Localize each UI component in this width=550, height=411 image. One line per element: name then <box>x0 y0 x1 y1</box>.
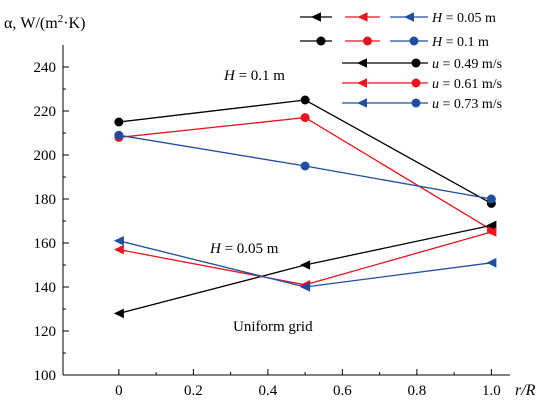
data-point <box>114 117 124 127</box>
legend-marker <box>409 36 419 46</box>
data-point <box>300 282 311 292</box>
legend-label-value: = 0.49 m/s <box>439 57 502 72</box>
y-tick-label: 220 <box>34 104 57 120</box>
x-axis-title: r/R <box>515 382 536 399</box>
data-point <box>113 308 124 319</box>
data-point <box>113 244 124 255</box>
y-tick-label: 240 <box>34 60 57 76</box>
data-point <box>486 258 497 268</box>
series-line <box>118 224 492 315</box>
data-point <box>114 130 124 140</box>
y-axis-title-text: α, W/(m <box>4 15 58 32</box>
y-tick-label: 180 <box>34 192 57 208</box>
legend-marker <box>404 12 414 22</box>
y-axis-title: α, W/(m2·K) <box>4 13 85 32</box>
data-point <box>486 194 496 204</box>
legend-label-value: = 0.61 m/s <box>439 77 502 92</box>
x-tick-label: 0.8 <box>408 383 427 399</box>
series-2 <box>114 130 496 204</box>
annotation-h005-value: = 0.05 m <box>221 241 279 257</box>
y-axis-title-sup: 2 <box>58 13 64 25</box>
data-point <box>300 95 310 105</box>
legend-marker <box>311 12 321 22</box>
legend-label-var: H <box>431 11 443 26</box>
y-tick-label: 100 <box>34 368 57 384</box>
legend-label: u = 0.49 m/s <box>432 57 502 72</box>
series-line <box>118 231 492 286</box>
data-point <box>300 113 310 123</box>
legend-label-var: u <box>432 77 439 92</box>
y-tick-label: 120 <box>34 324 57 340</box>
legend-entry: u = 0.61 m/s <box>342 77 502 92</box>
legend-label-var: H <box>431 35 443 50</box>
legend-label-value: = 0.05 m <box>442 11 496 26</box>
data-point <box>300 161 310 171</box>
data-point <box>113 236 124 246</box>
legend-label-var: u <box>432 57 439 72</box>
legend-entry: u = 0.49 m/s <box>342 57 502 72</box>
series-3 <box>113 220 497 319</box>
legend-label-var: u <box>432 97 439 112</box>
y-tick-label: 160 <box>34 236 57 252</box>
legend-marker <box>363 36 372 46</box>
legend-marker <box>411 78 421 88</box>
legend-marker <box>357 58 367 68</box>
series-0 <box>114 95 496 208</box>
annotation-h01-value: = 0.1 m <box>235 68 285 84</box>
legend: H = 0.05 mH = 0.1 mu = 0.49 m/su = 0.61 … <box>300 11 502 112</box>
series-line <box>118 116 492 231</box>
legend-marker <box>357 12 368 22</box>
legend-entry: u = 0.73 m/s <box>342 97 502 112</box>
annotation-h005: H = 0.05 m <box>209 241 279 257</box>
x-tick-label: 0.2 <box>184 383 203 399</box>
legend-label: H = 0.05 m <box>431 11 496 26</box>
legend-entry: H = 0.05 m <box>300 11 496 26</box>
x-tick-label: 0.4 <box>259 383 278 399</box>
legend-label: H = 0.1 m <box>431 35 489 50</box>
y-axis-title-text: ·K) <box>63 15 85 32</box>
x-tick-label: 0.6 <box>333 383 352 399</box>
x-tick-label: 0 <box>115 383 123 399</box>
y-tick-label: 140 <box>34 280 57 296</box>
data-point <box>486 220 497 231</box>
legend-marker <box>357 98 367 108</box>
annotation-uniform-grid: Uniform grid <box>233 319 313 335</box>
legend-label-value: = 0.73 m/s <box>439 97 502 112</box>
annotation-h005-var: H <box>209 241 222 257</box>
legend-label: u = 0.73 m/s <box>432 97 502 112</box>
legend-marker <box>411 98 421 108</box>
data-point <box>300 260 311 270</box>
legend-marker <box>316 36 326 46</box>
legend-marker <box>411 58 421 68</box>
y-tick-label: 200 <box>34 148 57 164</box>
data-point <box>486 227 497 237</box>
axes: 0 0.2 0.4 0.6 0.8 1.0 100 120 140 160 180 200 220 240 <box>34 45 510 399</box>
x-tick-label: 1.0 <box>482 383 501 399</box>
series-layer <box>113 95 497 319</box>
series-5 <box>113 236 497 292</box>
legend-label: u = 0.61 m/s <box>432 77 502 92</box>
annotation-h01: H = 0.1 m <box>223 68 285 84</box>
legend-marker <box>357 78 367 88</box>
annotation-h01-var: H <box>223 68 236 84</box>
legend-label-value: = 0.1 m <box>442 35 489 50</box>
legend-entry: H = 0.1 m <box>300 35 489 50</box>
